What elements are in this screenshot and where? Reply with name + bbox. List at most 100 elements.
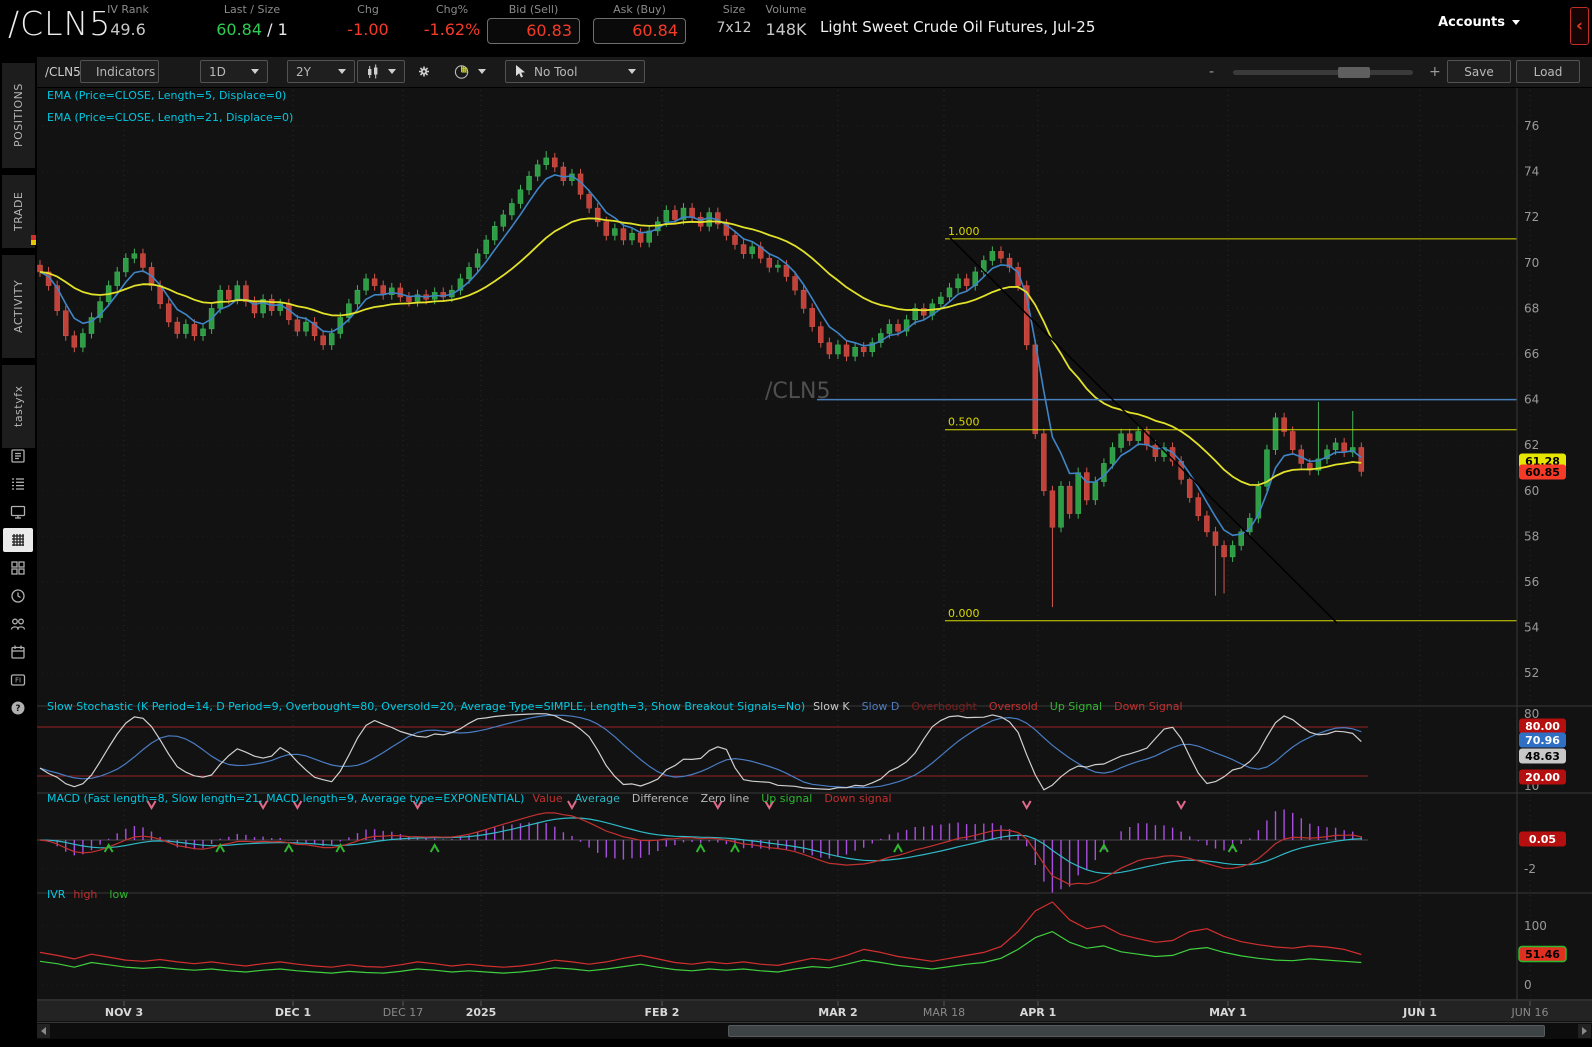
macd-down-signal-arrow: [292, 800, 303, 811]
last-price: 60.84: [216, 20, 263, 39]
chart-settings-button[interactable]: [409, 60, 439, 83]
sidebar-monitor-icon[interactable]: [3, 500, 33, 524]
sidebar-tab-activity[interactable]: ACTIVITY: [2, 255, 35, 358]
ask-button[interactable]: 60.84: [593, 18, 686, 44]
stochastic-study-label: Slow Stochastic (K Period=14, D Period=9…: [47, 700, 1195, 713]
macd-up-signal-arrow: [893, 842, 903, 853]
chevron-down-icon: [478, 69, 486, 74]
legend-item: low: [109, 888, 129, 901]
svg-text:0.000: 0.000: [948, 607, 980, 620]
ivr-study-label: IVR high low: [47, 888, 140, 901]
time-axis[interactable]: NOV 3 DEC 1 DEC 17 2025 FEB 2 MAR 2 MAR 18 APR …: [105, 1001, 1549, 1019]
sidebar-chart-icon[interactable]: [3, 528, 33, 552]
quadrant-layout-dropdown[interactable]: [445, 60, 495, 83]
macd-study-label: MACD (Fast length=8, Slow length=21, MAC…: [47, 792, 904, 805]
axis-bubble: 80.00: [1519, 718, 1566, 734]
quote-header: /CLN5 IV Rank 49.6 Last / Size 60.84 / 1…: [0, 0, 1592, 57]
svg-text:56: 56: [1524, 575, 1539, 589]
svg-text:FI: FI: [15, 677, 21, 685]
load-button[interactable]: Load: [1516, 60, 1580, 83]
legend-item: high: [73, 888, 98, 901]
study-title[interactable]: IVR: [47, 888, 66, 901]
svg-text:DEC 1: DEC 1: [275, 1006, 311, 1019]
chart-scrollbar[interactable]: [37, 1022, 1592, 1039]
sidebar-grid-icon[interactable]: [3, 556, 33, 580]
svg-text:52: 52: [1524, 666, 1539, 680]
svg-text:MAR 18: MAR 18: [923, 1006, 965, 1019]
macd-up-signal-arrow: [1099, 842, 1109, 853]
svg-text:?: ?: [15, 704, 20, 714]
price-axis[interactable]: 767472706866646260585654528010-2100061.2…: [1518, 119, 1567, 992]
svg-text:1.000: 1.000: [948, 225, 980, 238]
save-button[interactable]: Save: [1447, 60, 1511, 83]
indicators-button[interactable]: Indicators: [80, 60, 159, 83]
svg-text:70: 70: [1524, 256, 1539, 270]
chevron-down-icon: [338, 69, 346, 74]
sidebar-help-icon[interactable]: ?: [3, 696, 33, 720]
axis-bubble: 48.63: [1519, 748, 1566, 764]
svg-text:60.85: 60.85: [1525, 466, 1560, 479]
chart-toolbar: /CLN5 Indicators 1D 2Y No Tool -: [37, 57, 1592, 88]
svg-text:0.05: 0.05: [1529, 833, 1556, 846]
sidebar-tab-positions[interactable]: POSITIONS: [2, 63, 35, 168]
legend-item: Overbought: [911, 700, 977, 713]
svg-text:54: 54: [1524, 621, 1539, 635]
sidebar-clock-icon[interactable]: [3, 584, 33, 608]
stochastic-panel[interactable]: [37, 713, 1368, 791]
sidebar-watchlist-icon[interactable]: [3, 472, 33, 496]
sidebar-tab-tastyfx[interactable]: tastyfx: [2, 365, 35, 448]
scroll-right-arrow[interactable]: [1578, 1024, 1591, 1038]
scrollbar-thumb[interactable]: [728, 1025, 1545, 1037]
ema5-study-label[interactable]: EMA (Price=CLOSE, Length=5, Displace=0): [47, 89, 287, 102]
sidebar-journal-icon[interactable]: [3, 444, 33, 468]
svg-text:64: 64: [1524, 393, 1539, 407]
macd-down-signal-arrow: [146, 800, 157, 811]
svg-text:58: 58: [1524, 529, 1539, 543]
legend-item: Slow D: [861, 700, 900, 713]
axis-bubble: 20.00: [1519, 769, 1566, 785]
main-price-panel[interactable]: 1.000 0.500 0.000: [37, 151, 1518, 624]
timeframe-dropdown[interactable]: 1D: [200, 60, 268, 83]
study-title[interactable]: Slow Stochastic (K Period=14, D Period=9…: [47, 700, 806, 713]
ivr-panel[interactable]: [37, 901, 1368, 986]
svg-text:48.63: 48.63: [1525, 750, 1560, 763]
svg-text:FEB 2: FEB 2: [645, 1006, 680, 1019]
bid-button[interactable]: 60.83: [487, 18, 580, 44]
macd-up-signal-arrow: [429, 842, 440, 853]
sidebar-community-icon[interactable]: [3, 612, 33, 636]
macd-up-signal-arrow: [283, 842, 294, 853]
axis-bubble: 0.05: [1519, 831, 1566, 847]
zoom-in-button[interactable]: +: [1429, 64, 1441, 80]
axis-bubble: 70.96: [1519, 732, 1566, 748]
chart-canvas[interactable]: [37, 87, 1592, 1022]
ema21-study-label[interactable]: EMA (Price=CLOSE, Length=21, Displace=0): [47, 111, 294, 124]
last-size: / 1: [267, 20, 288, 39]
scroll-left-arrow[interactable]: [37, 1024, 50, 1038]
cursor-icon: [516, 65, 525, 78]
svg-text:APR 1: APR 1: [1020, 1006, 1057, 1019]
chart-type-dropdown[interactable]: [357, 60, 405, 83]
macd-up-signal-arrow: [695, 842, 706, 853]
legend-item: Zero line: [700, 792, 750, 805]
zoom-slider[interactable]: [1233, 67, 1413, 78]
drawing-tool-dropdown[interactable]: No Tool: [505, 60, 645, 83]
study-title[interactable]: MACD (Fast length=8, Slow length=21, MAC…: [47, 792, 525, 805]
zoom-slider-thumb[interactable]: [1338, 67, 1370, 78]
macd-down-signal-arrow: [712, 800, 723, 811]
legend-item: Difference: [631, 792, 689, 805]
macd-down-signal-arrow: [258, 800, 268, 811]
svg-text:70.96: 70.96: [1525, 734, 1560, 747]
legend-item: Value: [532, 792, 563, 805]
legend-item: Slow K: [813, 700, 850, 713]
collapse-panel-button[interactable]: ‹: [1570, 7, 1589, 45]
symbol-title: /CLN5: [8, 4, 112, 43]
svg-text:76: 76: [1524, 119, 1539, 133]
size-field: Size 7x12: [716, 3, 752, 36]
zoom-out-button[interactable]: -: [1209, 64, 1215, 80]
sidebar-calendar-icon[interactable]: [3, 640, 33, 664]
quadrant-icon: [454, 64, 469, 79]
sidebar-fi-icon[interactable]: FI: [3, 668, 33, 692]
accounts-dropdown[interactable]: Accounts: [1438, 15, 1520, 30]
macd-panel[interactable]: [37, 800, 1368, 893]
range-dropdown[interactable]: 2Y: [287, 60, 355, 83]
